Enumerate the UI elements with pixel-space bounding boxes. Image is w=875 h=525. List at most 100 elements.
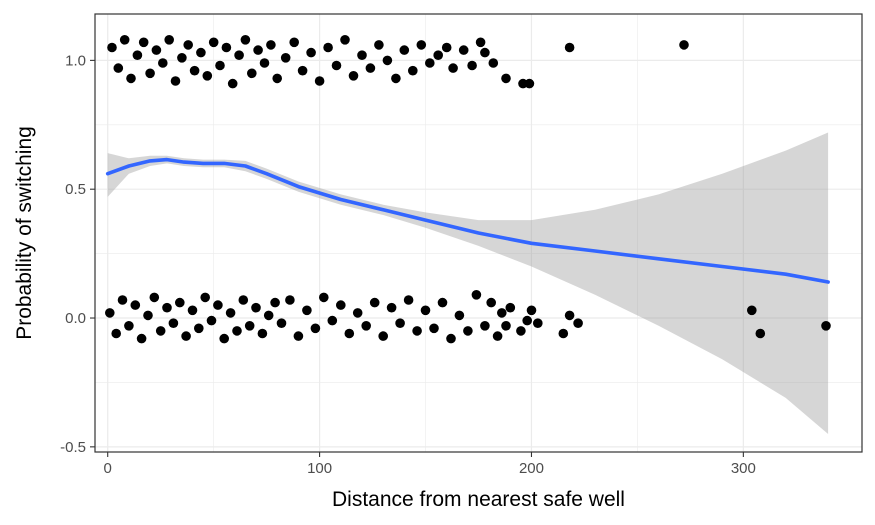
data-point: [175, 297, 185, 308]
points-layer: [105, 35, 831, 344]
data-point: [369, 297, 380, 308]
data-point: [257, 328, 268, 339]
data-point: [105, 308, 115, 318]
data-point: [162, 302, 172, 313]
data-point: [448, 63, 458, 73]
data-point: [138, 37, 149, 48]
data-point: [293, 331, 304, 341]
data-point: [522, 315, 532, 326]
data-point: [149, 292, 160, 303]
data-point: [253, 45, 263, 55]
data-point: [314, 76, 325, 86]
data-point: [145, 68, 155, 79]
data-point: [412, 326, 422, 336]
data-point: [132, 50, 143, 60]
data-point: [263, 310, 274, 321]
data-point: [420, 305, 431, 316]
data-point: [124, 321, 134, 331]
data-point: [526, 305, 537, 316]
x-tick-label: 100: [307, 460, 332, 477]
data-point: [215, 60, 225, 71]
smooth-line: [105, 157, 830, 284]
data-point: [352, 308, 363, 318]
data-point: [270, 297, 280, 308]
data-point: [441, 42, 452, 53]
data-point: [206, 315, 217, 326]
data-point: [386, 302, 397, 313]
data-point: [276, 318, 287, 329]
data-point: [501, 321, 511, 331]
data-point: [302, 305, 312, 316]
data-point: [113, 63, 124, 73]
data-point: [524, 78, 535, 89]
data-point: [433, 50, 444, 60]
data-point: [168, 318, 179, 329]
data-point: [158, 58, 168, 68]
data-point: [251, 302, 261, 313]
axis-ticks: [90, 59, 744, 457]
data-point: [486, 297, 497, 308]
data-point: [399, 45, 410, 55]
data-point: [119, 35, 130, 45]
data-point: [505, 302, 516, 313]
data-point: [126, 73, 136, 84]
data-point: [475, 37, 486, 48]
y-tick-label: -0.5: [60, 439, 86, 456]
data-point: [331, 60, 342, 71]
data-point: [143, 310, 153, 321]
data-point: [361, 321, 372, 331]
x-tick-label: 0: [104, 460, 112, 477]
data-point: [497, 308, 507, 318]
data-point: [357, 50, 367, 60]
data-point: [408, 65, 418, 76]
data-point: [202, 71, 213, 81]
data-point: [395, 318, 405, 329]
data-point: [323, 42, 333, 53]
data-point: [480, 321, 490, 331]
data-point: [365, 63, 376, 73]
data-point: [130, 300, 141, 310]
data-point: [310, 323, 321, 334]
data-point: [280, 53, 291, 63]
data-point: [319, 292, 329, 303]
data-point: [107, 42, 117, 53]
data-point: [533, 318, 543, 329]
data-point: [155, 326, 166, 336]
y-tick-label: 0.0: [65, 310, 86, 327]
data-point: [164, 35, 174, 45]
data-point: [247, 68, 257, 79]
data-point: [187, 305, 198, 316]
data-point: [272, 73, 283, 84]
y-tick-label: 0.5: [65, 181, 86, 198]
y-tick-labels: -0.5 0.0 0.5 1.0: [60, 52, 86, 455]
x-axis-title: Distance from nearest safe well: [332, 488, 625, 511]
data-point: [558, 328, 569, 339]
data-point: [194, 323, 204, 334]
data-point: [340, 35, 350, 45]
data-point: [266, 40, 276, 50]
data-point: [425, 58, 435, 68]
data-point: [403, 295, 414, 305]
data-point: [679, 40, 689, 50]
data-point: [238, 295, 249, 305]
data-point: [336, 300, 346, 310]
data-point: [374, 40, 384, 50]
data-point: [285, 295, 295, 305]
data-point: [232, 326, 242, 336]
data-point: [306, 47, 316, 58]
smooth-line-layer: [105, 157, 830, 284]
data-point: [170, 76, 181, 86]
data-point: [244, 321, 255, 331]
data-point: [348, 71, 359, 81]
data-point: [219, 333, 229, 344]
data-point: [488, 58, 499, 68]
data-point: [416, 40, 427, 50]
data-point: [221, 42, 232, 53]
data-point: [181, 331, 191, 341]
data-point: [136, 333, 147, 344]
y-axis-title: Probability of switching: [13, 126, 36, 340]
data-point: [213, 300, 223, 310]
data-point: [429, 323, 439, 334]
x-tick-label: 200: [519, 460, 544, 477]
data-point: [344, 328, 355, 339]
